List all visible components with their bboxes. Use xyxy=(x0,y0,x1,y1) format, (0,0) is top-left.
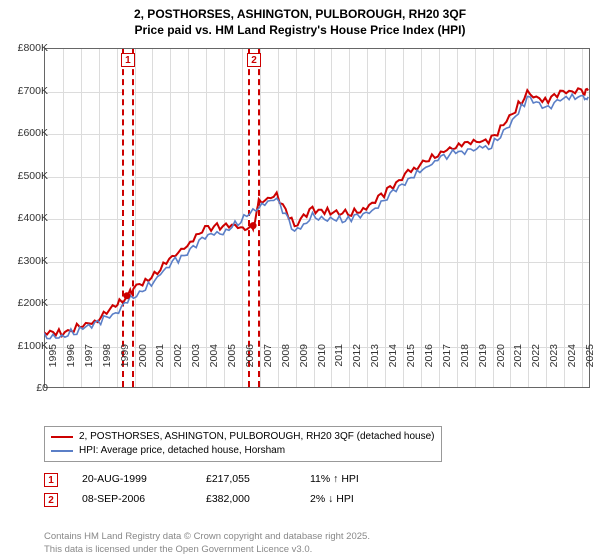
gridline-v xyxy=(170,49,171,387)
sales-row: 1 20-AUG-1999 £217,055 11% ↑ HPI xyxy=(44,470,359,490)
legend-swatch xyxy=(51,450,73,452)
y-axis-label: £700K xyxy=(18,85,48,97)
sales-row: 2 08-SEP-2006 £382,000 2% ↓ HPI xyxy=(44,490,359,510)
x-axis-label: 2013 xyxy=(369,344,381,367)
y-axis-label: £0 xyxy=(36,382,48,394)
x-axis-label: 2010 xyxy=(316,344,328,367)
sale-band xyxy=(122,49,134,387)
x-axis-label: 2014 xyxy=(387,344,399,367)
gridline-v xyxy=(403,49,404,387)
x-axis-label: 2007 xyxy=(262,344,274,367)
gridline-v xyxy=(564,49,565,387)
y-axis-label: £200K xyxy=(18,297,48,309)
gridline-v xyxy=(314,49,315,387)
x-axis-label: 2022 xyxy=(530,344,542,367)
sale-band-label: 2 xyxy=(247,53,261,67)
x-axis-label: 2023 xyxy=(548,344,560,367)
chart-area: 12 xyxy=(44,48,590,388)
gridline-v xyxy=(296,49,297,387)
sale-date: 20-AUG-1999 xyxy=(82,470,182,490)
gridline-v xyxy=(528,49,529,387)
x-axis-label: 2024 xyxy=(566,344,578,367)
gridline-v xyxy=(135,49,136,387)
gridline-v xyxy=(117,49,118,387)
gridline-v xyxy=(99,49,100,387)
sale-price: £382,000 xyxy=(206,490,286,510)
x-axis-label: 2025 xyxy=(584,344,596,367)
y-axis-label: £800K xyxy=(18,42,48,54)
gridline-v xyxy=(278,49,279,387)
y-axis-label: £600K xyxy=(18,127,48,139)
x-axis-label: 1996 xyxy=(65,344,77,367)
plot-region: 12 xyxy=(44,48,590,388)
gridline-v xyxy=(224,49,225,387)
gridline-v xyxy=(439,49,440,387)
gridline-v xyxy=(152,49,153,387)
x-axis-label: 2021 xyxy=(512,344,524,367)
sale-delta: 11% ↑ HPI xyxy=(310,470,359,490)
x-axis-label: 2017 xyxy=(441,344,453,367)
gridline-v xyxy=(421,49,422,387)
x-axis-label: 2005 xyxy=(226,344,238,367)
gridline-v xyxy=(510,49,511,387)
title-line2: Price paid vs. HM Land Registry's House … xyxy=(0,22,600,38)
footer-line2: This data is licensed under the Open Gov… xyxy=(44,544,370,556)
x-axis-label: 2002 xyxy=(172,344,184,367)
x-axis-label: 2020 xyxy=(495,344,507,367)
x-axis-label: 2000 xyxy=(137,344,149,367)
x-axis-label: 2006 xyxy=(244,344,256,367)
x-axis-label: 1998 xyxy=(101,344,113,367)
gridline-v xyxy=(457,49,458,387)
sale-band-label: 1 xyxy=(121,53,135,67)
gridline-v xyxy=(81,49,82,387)
x-axis-label: 1997 xyxy=(83,344,95,367)
y-axis-label: £100K xyxy=(18,340,48,352)
x-axis-label: 1995 xyxy=(47,344,59,367)
sales-table: 1 20-AUG-1999 £217,055 11% ↑ HPI 2 08-SEP-200… xyxy=(44,470,359,510)
sale-price: £217,055 xyxy=(206,470,286,490)
gridline-v xyxy=(493,49,494,387)
sale-band xyxy=(248,49,260,387)
x-axis-label: 2015 xyxy=(405,344,417,367)
sale-date: 08-SEP-2006 xyxy=(82,490,182,510)
gridline-v xyxy=(582,49,583,387)
sale-delta: 2% ↓ HPI xyxy=(310,490,354,510)
x-axis-label: 2009 xyxy=(298,344,310,367)
x-axis-label: 2019 xyxy=(477,344,489,367)
gridline-v xyxy=(63,49,64,387)
x-axis-label: 2018 xyxy=(459,344,471,367)
y-axis-label: £300K xyxy=(18,255,48,267)
gridline-v xyxy=(546,49,547,387)
sale-row-marker: 2 xyxy=(44,493,58,507)
x-axis-label: 2001 xyxy=(154,344,166,367)
y-axis-label: £400K xyxy=(18,212,48,224)
gridline-v xyxy=(242,49,243,387)
gridline-v xyxy=(188,49,189,387)
gridline-v xyxy=(331,49,332,387)
legend-item: HPI: Average price, detached house, Hors… xyxy=(51,444,435,458)
footer: Contains HM Land Registry data © Crown c… xyxy=(44,531,370,556)
x-axis-label: 2003 xyxy=(190,344,202,367)
legend-label: HPI: Average price, detached house, Hors… xyxy=(79,444,285,458)
legend-item: 2, POSTHORSES, ASHINGTON, PULBOROUGH, RH… xyxy=(51,430,435,444)
sale-row-marker: 1 xyxy=(44,473,58,487)
x-axis-label: 2004 xyxy=(208,344,220,367)
gridline-v xyxy=(206,49,207,387)
title-line1: 2, POSTHORSES, ASHINGTON, PULBOROUGH, RH… xyxy=(0,6,600,22)
chart-title: 2, POSTHORSES, ASHINGTON, PULBOROUGH, RH… xyxy=(0,0,600,38)
footer-line1: Contains HM Land Registry data © Crown c… xyxy=(44,531,370,543)
x-axis-label: 1999 xyxy=(119,344,131,367)
legend: 2, POSTHORSES, ASHINGTON, PULBOROUGH, RH… xyxy=(44,426,442,462)
gridline-v xyxy=(475,49,476,387)
gridline-v xyxy=(385,49,386,387)
y-axis-label: £500K xyxy=(18,170,48,182)
x-axis-label: 2016 xyxy=(423,344,435,367)
x-axis-label: 2011 xyxy=(333,344,345,367)
gridline-v xyxy=(349,49,350,387)
gridline-v xyxy=(367,49,368,387)
legend-label: 2, POSTHORSES, ASHINGTON, PULBOROUGH, RH… xyxy=(79,430,435,444)
x-axis-label: 2012 xyxy=(351,344,363,367)
x-axis-label: 2008 xyxy=(280,344,292,367)
legend-swatch xyxy=(51,436,73,439)
